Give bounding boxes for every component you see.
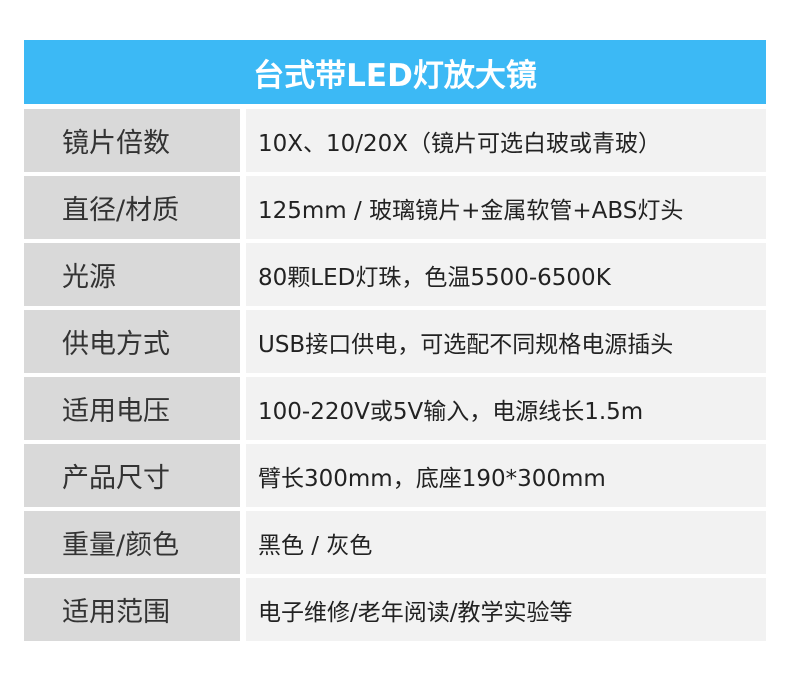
spec-label: 镜片倍数 bbox=[24, 109, 240, 172]
table-title: 台式带LED灯放大镜 bbox=[24, 40, 766, 104]
spec-value: 黑色 / 灰色 bbox=[246, 511, 766, 574]
spec-value: 电子维修/老年阅读/教学实验等 bbox=[246, 578, 766, 641]
spec-label: 供电方式 bbox=[24, 310, 240, 373]
table-row: 直径/材质 125mm / 玻璃镜片+金属软管+ABS灯头 bbox=[24, 176, 766, 239]
spec-value: 10X、10/20X（镜片可选白玻或青玻） bbox=[246, 109, 766, 172]
table-row: 产品尺寸 臂长300mm，底座190*300mm bbox=[24, 444, 766, 507]
spec-value: 80颗LED灯珠，色温5500-6500K bbox=[246, 243, 766, 306]
table-row: 镜片倍数 10X、10/20X（镜片可选白玻或青玻） bbox=[24, 109, 766, 172]
spec-label: 直径/材质 bbox=[24, 176, 240, 239]
spec-value: 100-220V或5V输入，电源线长1.5m bbox=[246, 377, 766, 440]
spec-label: 适用电压 bbox=[24, 377, 240, 440]
spec-value: USB接口供电，可选配不同规格电源插头 bbox=[246, 310, 766, 373]
spec-label: 光源 bbox=[24, 243, 240, 306]
table-row: 适用范围 电子维修/老年阅读/教学实验等 bbox=[24, 578, 766, 641]
table-row: 重量/颜色 黑色 / 灰色 bbox=[24, 511, 766, 574]
spec-label: 重量/颜色 bbox=[24, 511, 240, 574]
spec-label: 产品尺寸 bbox=[24, 444, 240, 507]
spec-label: 适用范围 bbox=[24, 578, 240, 641]
spec-value: 臂长300mm，底座190*300mm bbox=[246, 444, 766, 507]
table-row: 适用电压 100-220V或5V输入，电源线长1.5m bbox=[24, 377, 766, 440]
spec-table: 镜片倍数 10X、10/20X（镜片可选白玻或青玻） 直径/材质 125mm / 玻璃… bbox=[24, 109, 766, 645]
spec-value: 125mm / 玻璃镜片+金属软管+ABS灯头 bbox=[246, 176, 766, 239]
table-row: 光源 80颗LED灯珠，色温5500-6500K bbox=[24, 243, 766, 306]
table-row: 供电方式 USB接口供电，可选配不同规格电源插头 bbox=[24, 310, 766, 373]
